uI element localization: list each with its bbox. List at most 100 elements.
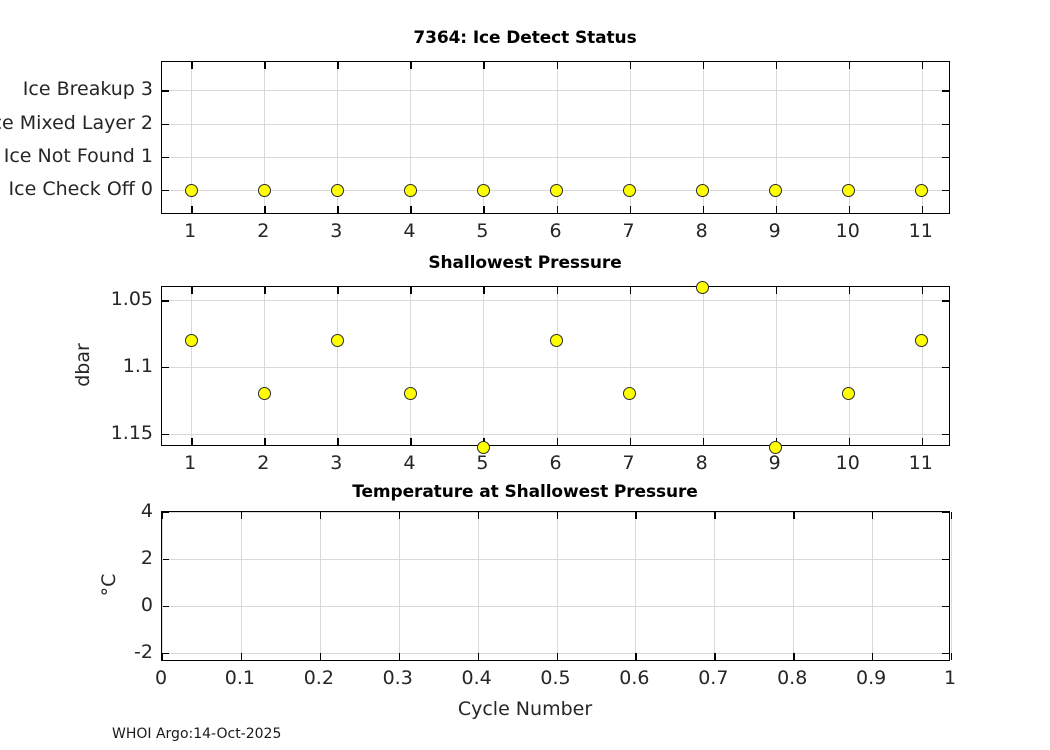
gridline-vertical: [556, 62, 558, 213]
panel3-title: Temperature at Shallowest Pressure: [352, 482, 698, 502]
data-point-marker[interactable]: [330, 183, 344, 197]
gridline-vertical: [635, 512, 637, 660]
y-tick-label: Ice Not Found 1: [3, 144, 153, 167]
x-tick-mark: [264, 287, 266, 294]
data-point-marker[interactable]: [842, 387, 856, 401]
y-tick-label: 4: [140, 500, 153, 522]
data-point-marker[interactable]: [330, 333, 344, 347]
gridline-vertical: [410, 287, 412, 445]
x-tick-label: 11: [908, 220, 933, 242]
x-tick-mark: [714, 653, 716, 660]
data-point-marker[interactable]: [403, 183, 417, 197]
x-tick-label: 0.9: [855, 667, 887, 689]
gridline-vertical: [775, 62, 777, 213]
data-point-marker[interactable]: [842, 183, 856, 197]
data-point-marker[interactable]: [403, 387, 417, 401]
gridline-vertical: [629, 287, 631, 445]
x-tick-label: 5: [476, 452, 489, 474]
gridline-vertical: [629, 62, 631, 213]
x-tick-mark: [337, 206, 339, 213]
x-tick-mark: [337, 62, 339, 69]
y-tick-mark: [162, 652, 169, 655]
y-tick-label: 1.1: [122, 355, 153, 377]
gridline-vertical: [951, 512, 952, 660]
data-point-marker[interactable]: [550, 333, 563, 347]
x-tick-mark: [162, 512, 164, 519]
gridline-vertical: [921, 62, 923, 213]
y-axis-label: dbar: [72, 343, 94, 387]
x-tick-mark: [848, 206, 851, 213]
x-tick-mark: [629, 438, 631, 445]
x-tick-label: 0.1: [224, 667, 255, 689]
data-point-marker[interactable]: [184, 183, 198, 197]
panel1-title: 7364: Ice Detect Status: [413, 28, 637, 48]
y-tick-label: Ice Breakup 3: [22, 78, 153, 101]
data-point-marker[interactable]: [623, 183, 637, 197]
x-tick-mark: [483, 287, 485, 294]
x-tick-mark: [714, 512, 716, 519]
x-tick-mark: [635, 653, 637, 660]
data-point-marker[interactable]: [769, 183, 783, 197]
x-tick-mark: [556, 438, 558, 445]
x-tick-label: 4: [403, 452, 416, 474]
data-point-marker[interactable]: [257, 387, 271, 401]
data-point-marker[interactable]: [476, 440, 490, 454]
data-point-marker[interactable]: [915, 183, 929, 197]
x-tick-mark: [410, 206, 412, 213]
x-tick-mark: [629, 287, 631, 294]
x-tick-mark: [483, 62, 485, 69]
gridline-vertical: [556, 287, 558, 445]
data-point-marker[interactable]: [915, 333, 929, 347]
x-tick-mark: [848, 438, 851, 445]
gridline-vertical: [483, 287, 485, 445]
data-point-marker[interactable]: [623, 387, 637, 401]
data-point-marker[interactable]: [550, 183, 563, 197]
panel3-plot-area: [161, 511, 953, 661]
gridline-vertical: [702, 62, 704, 213]
panel-shallowest-pressure: Shallowest Pressure 1.05 1.1 1.15 1 2 3 4 5 6 7 8 9…: [0, 253, 1050, 474]
gridline-vertical: [337, 62, 339, 213]
gridline-horizontal: [162, 652, 949, 654]
y-tick-label: 2: [140, 546, 153, 569]
x-tick-mark: [702, 206, 704, 213]
data-point-marker[interactable]: [184, 333, 198, 347]
y-tick-mark: [162, 367, 169, 369]
x-tick-mark: [477, 512, 479, 519]
x-tick-mark: [951, 653, 953, 660]
x-tick-mark: [775, 287, 778, 294]
x-tick-mark: [556, 206, 558, 213]
panel2-plot-area: [161, 280, 950, 454]
data-point-marker[interactable]: [696, 183, 710, 197]
gridline-horizontal: [162, 300, 949, 302]
x-tick-mark: [410, 438, 412, 445]
data-point-marker[interactable]: [769, 440, 783, 454]
x-tick-mark: [191, 438, 193, 445]
x-tick-mark: [240, 512, 243, 519]
data-point-marker[interactable]: [257, 183, 271, 197]
gridline-vertical: [714, 512, 716, 660]
y-tick-label: 1.05: [110, 288, 153, 311]
x-tick-mark: [848, 62, 851, 69]
y-tick-label: Ice Check Off 0: [8, 178, 153, 201]
x-tick-mark: [191, 62, 193, 69]
y-tick-mark: [162, 300, 169, 302]
x-tick-mark: [264, 62, 266, 69]
x-tick-label: 11: [908, 452, 933, 474]
data-point-marker[interactable]: [476, 183, 490, 197]
data-point-marker[interactable]: [696, 280, 710, 294]
y-tick-mark: [942, 652, 949, 655]
y-tick-label: 1.15: [110, 421, 153, 444]
x-tick-mark: [556, 512, 558, 519]
gridline-vertical: [775, 287, 777, 445]
y-tick-mark: [942, 433, 949, 436]
gridline-horizontal: [162, 558, 949, 560]
x-tick-label: 7: [622, 452, 635, 474]
gridline-vertical: [477, 512, 479, 660]
gridline-vertical: [264, 62, 266, 213]
x-tick-label: 2: [257, 220, 270, 242]
gridline-vertical: [191, 287, 193, 445]
x-tick-mark: [921, 438, 924, 445]
x-axis-label: Cycle Number: [457, 698, 593, 720]
gridline-vertical: [162, 512, 163, 660]
